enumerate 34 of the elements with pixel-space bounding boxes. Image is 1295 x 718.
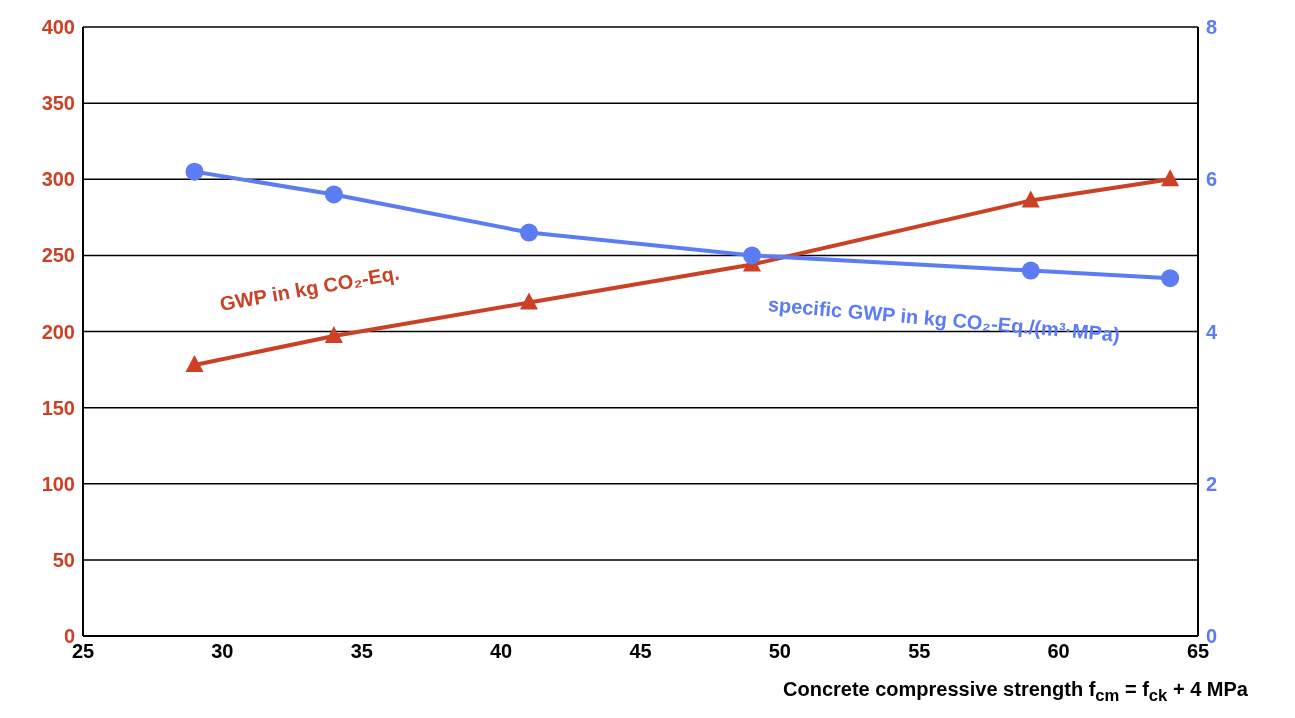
x-tick-label: 40 xyxy=(490,640,513,663)
point xyxy=(1021,261,1040,280)
point xyxy=(185,354,204,372)
y2-tick-label: 6 xyxy=(1206,168,1218,191)
point xyxy=(520,292,538,310)
point xyxy=(1161,169,1180,187)
x-tick-label: 45 xyxy=(629,640,652,663)
point xyxy=(324,185,343,204)
y2-tick-label: 2 xyxy=(1206,472,1218,495)
y2-tick-label: 0 xyxy=(1206,625,1218,648)
point xyxy=(743,246,761,265)
y-tick-label: 400 xyxy=(41,16,75,39)
x-axis-title: Concrete compressive strength f$_{cm}$ = f$_{ck}$ + 4 MPa xyxy=(783,678,1248,706)
y-tick-label: 300 xyxy=(41,168,75,191)
x-tick-label: 30 xyxy=(211,640,234,663)
y-tick-label: 200 xyxy=(41,320,75,343)
x-tick-label: 50 xyxy=(768,640,791,663)
text: GWP in kg CO₂-Eq. xyxy=(218,261,402,316)
y-tick-label: 350 xyxy=(41,92,75,115)
y-tick-label: 100 xyxy=(41,472,75,495)
y2-tick-label: 8 xyxy=(1206,16,1218,39)
y-tick-label: 50 xyxy=(52,548,75,571)
point xyxy=(1021,190,1040,208)
x-tick-label: 55 xyxy=(908,640,931,663)
point xyxy=(520,223,538,242)
point xyxy=(1161,269,1180,288)
point xyxy=(324,326,343,344)
x-tick-label: 35 xyxy=(350,640,373,663)
x-tick-label: 60 xyxy=(1047,640,1070,663)
y-tick-label: 150 xyxy=(41,396,75,419)
point xyxy=(185,162,204,181)
y-tick-label: 250 xyxy=(41,244,75,267)
series-label: specific GWP in kg CO₂-Eq./(m³·MPa) xyxy=(767,293,1121,347)
y2-tick-label: 4 xyxy=(1206,320,1218,343)
